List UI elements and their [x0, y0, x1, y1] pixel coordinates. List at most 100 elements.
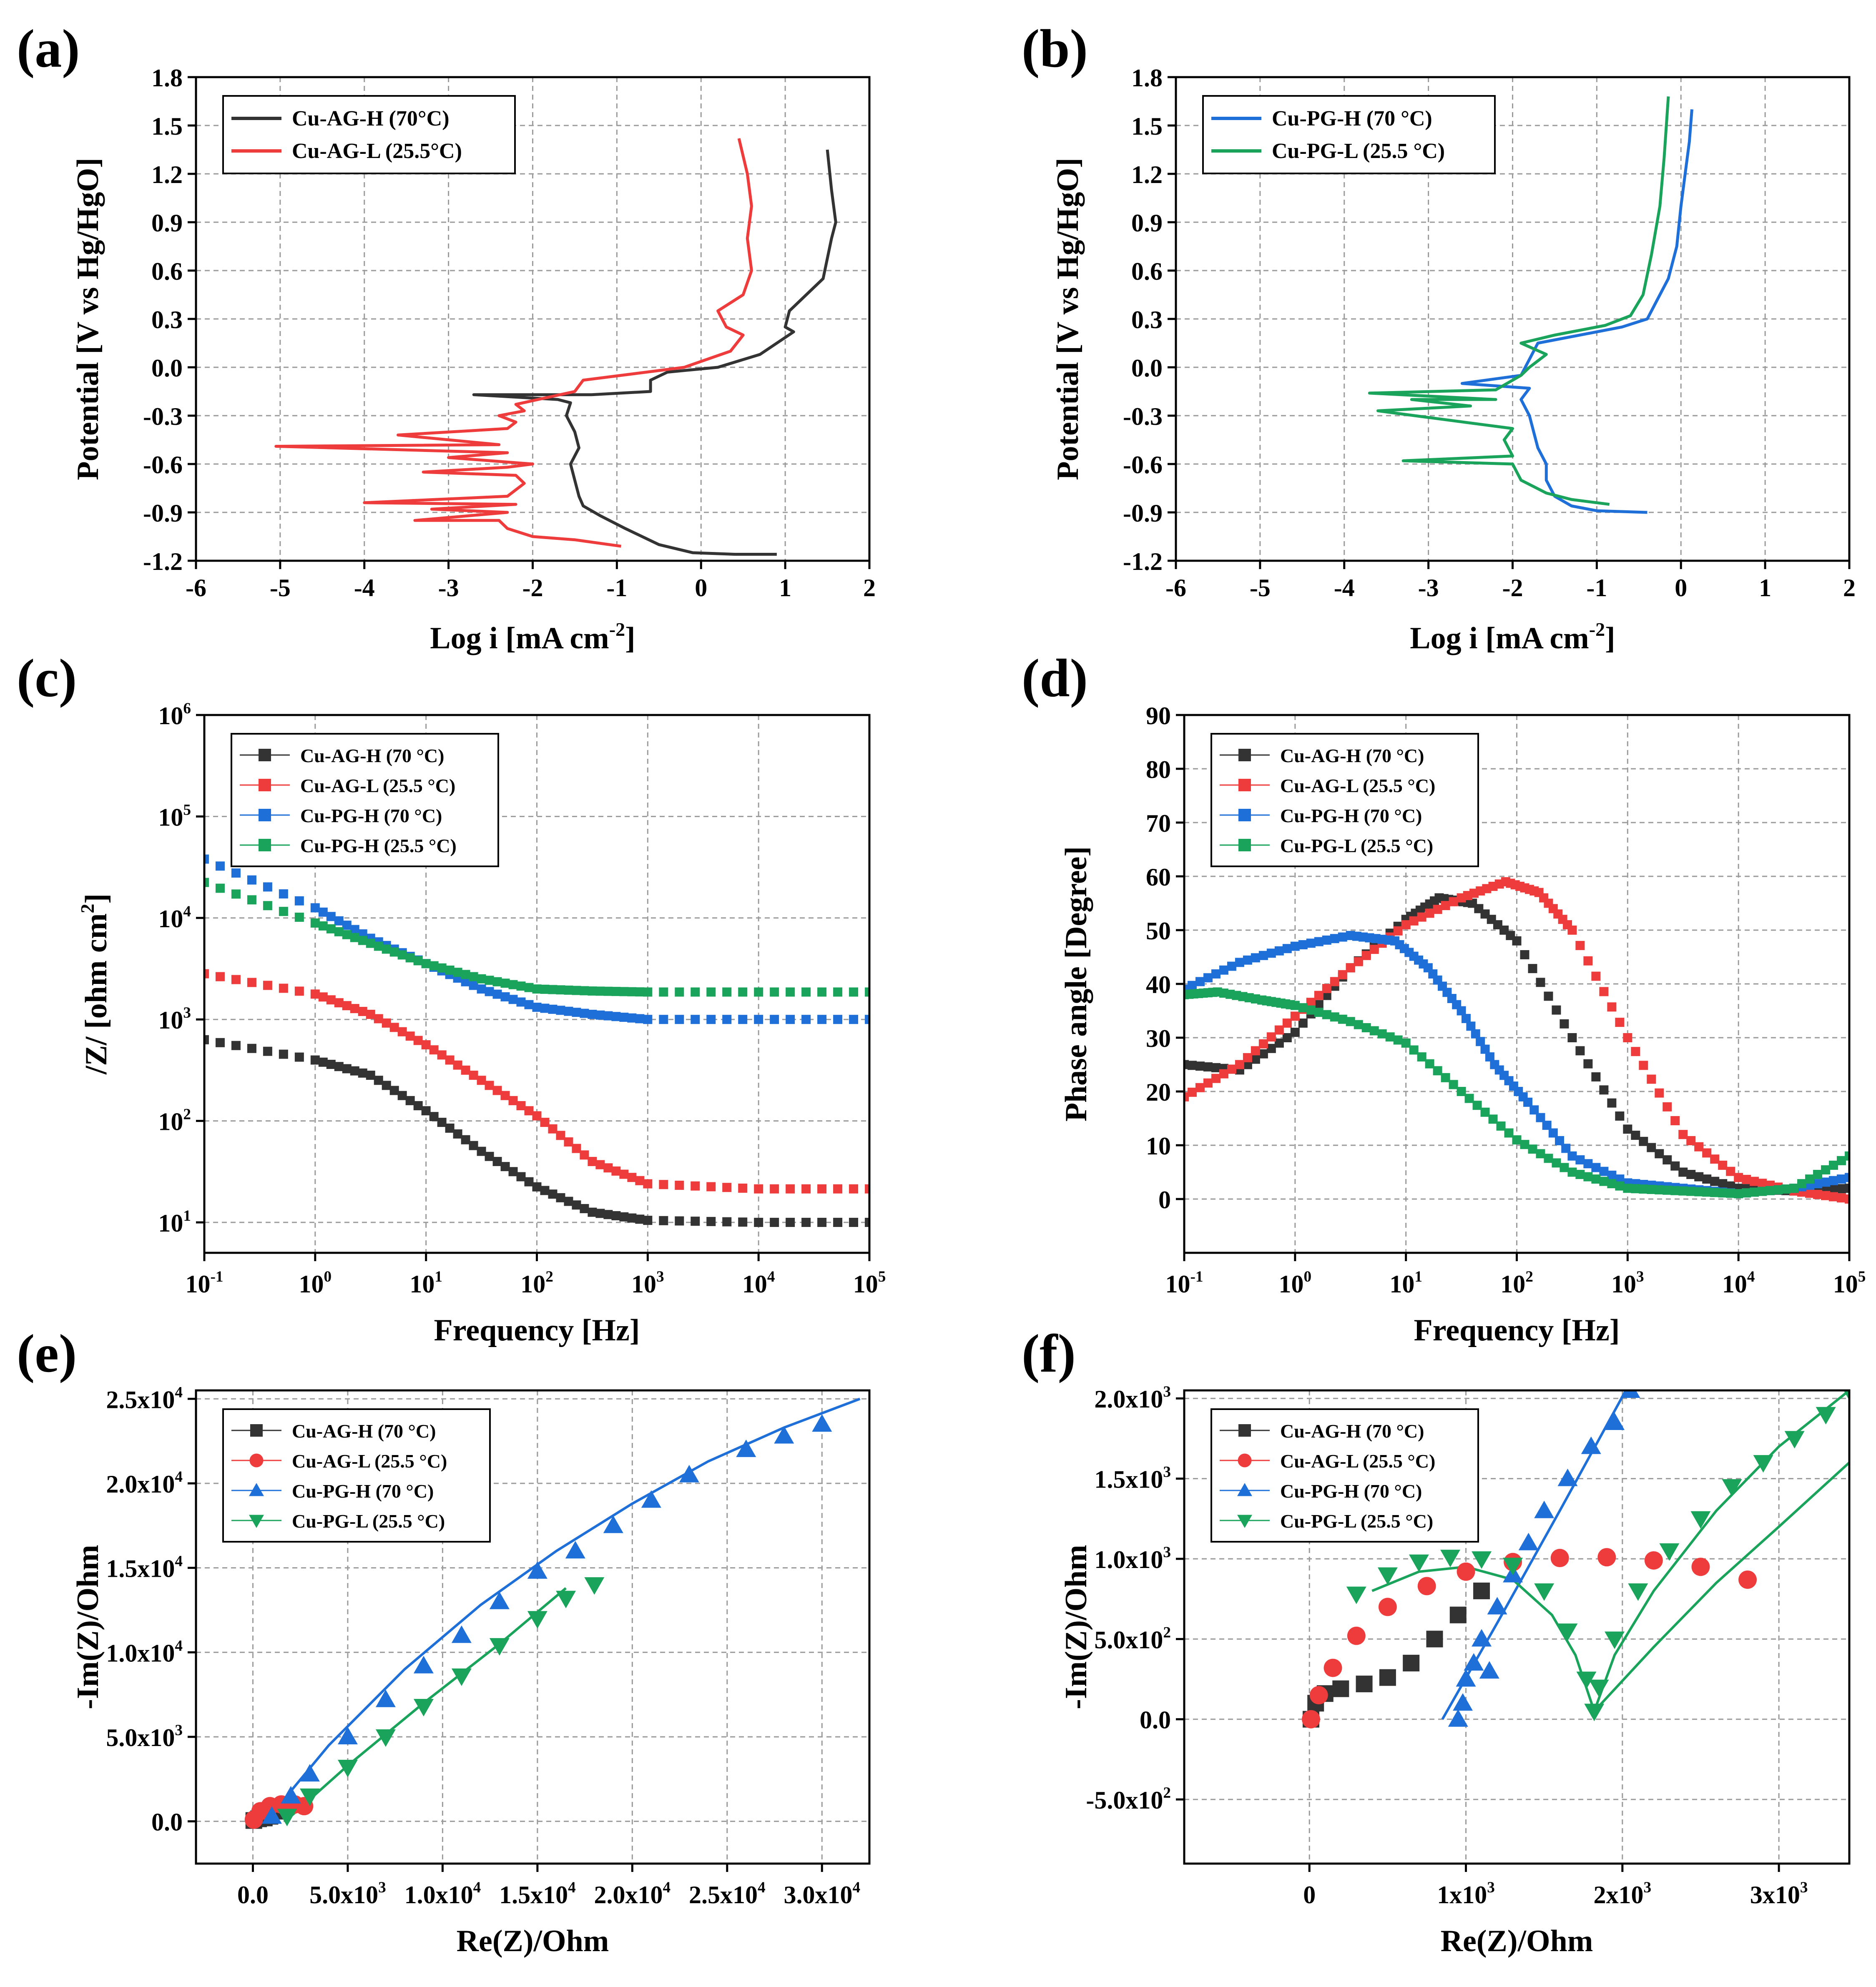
data-point [374, 941, 383, 951]
series-line-0 [472, 149, 837, 556]
x-axis-title-sup: -2 [609, 619, 625, 640]
data-point [1409, 1554, 1429, 1572]
y-tick-label: 40 [1146, 971, 1171, 999]
data-point [389, 1023, 399, 1032]
data-point [1203, 1078, 1213, 1088]
data-point [1472, 1101, 1482, 1110]
data-point [1567, 926, 1577, 935]
data-point [1663, 1185, 1672, 1195]
data-point [277, 1809, 297, 1826]
x-tick-label: 0 [1303, 1881, 1316, 1909]
fit-line-0 [269, 1397, 861, 1817]
ticks: -6 -5 -4 -3 -2 -1 0 1 2 -1.2 -0.9 -0.6 -0.3 0.0 0.3 0.6… [143, 64, 876, 602]
data-point [532, 1111, 542, 1121]
y-tick-base: 10 [158, 905, 183, 933]
data-point [1534, 1500, 1555, 1518]
x-tick-label: 102 [520, 1268, 553, 1298]
data-point [1670, 1186, 1680, 1195]
x-axis-title-text: Frequency [Hz] [1414, 1313, 1620, 1347]
data-point [774, 1426, 794, 1444]
data-point [1599, 987, 1609, 996]
x-tick-base: 10 [409, 1270, 434, 1298]
y-tick-exp: 3 [1163, 1464, 1171, 1481]
x-tick-base: 10 [1833, 1270, 1858, 1298]
data-point [294, 1052, 304, 1062]
data-point [548, 1004, 558, 1014]
data-point [1663, 1155, 1672, 1165]
x-axis-title-text: Log i [mA cm [430, 621, 609, 655]
y-tick-base: 1.0x10 [1094, 1546, 1163, 1573]
legend-marker [249, 1515, 264, 1528]
data-point [1631, 1184, 1640, 1194]
y-tick-label: 50 [1146, 917, 1171, 945]
data-point [565, 1541, 585, 1559]
data-point [389, 947, 399, 957]
data-point [770, 1217, 779, 1227]
data-point [413, 956, 423, 966]
data-point [833, 1184, 843, 1194]
data-point [1347, 1626, 1366, 1645]
data-point [635, 1014, 645, 1024]
x-tick-exp: 5 [1858, 1268, 1866, 1285]
data-point [1581, 1436, 1601, 1454]
data-layer [244, 1397, 861, 1829]
legend-marker [259, 809, 271, 821]
y-tick-label: 0.0 [151, 354, 183, 382]
data-point [524, 983, 534, 992]
data-point [1607, 1179, 1617, 1189]
y-tick-label: 30 [1146, 1025, 1171, 1052]
data-point [453, 1060, 462, 1070]
data-point [382, 944, 391, 954]
y-axis-title: /Z/ [ohm cm2] [77, 893, 113, 1075]
data-point [215, 1038, 225, 1047]
data-point [1448, 1709, 1468, 1727]
data-point [1544, 1154, 1553, 1163]
data-point [1385, 1032, 1395, 1042]
data-point [786, 1015, 795, 1024]
legend-label: Cu-PG-H (25.5 °C) [300, 835, 457, 856]
data-point [1290, 941, 1300, 951]
data-point [334, 998, 344, 1008]
x-tick-label: 103 [1611, 1268, 1644, 1298]
data-point [564, 1006, 573, 1016]
data-point [1599, 1177, 1609, 1186]
data-point [279, 983, 288, 993]
data-point [1322, 935, 1331, 945]
data-point [1726, 1189, 1735, 1198]
data-point [1710, 1188, 1720, 1197]
data-point [736, 1439, 756, 1457]
x-tick-label: 3.0x104 [784, 1879, 860, 1909]
data-point [1821, 1165, 1831, 1174]
data-point [485, 976, 494, 985]
data-point [1599, 1167, 1609, 1176]
data-point [1203, 1062, 1213, 1072]
data-point [310, 1055, 320, 1065]
data-point [279, 889, 288, 899]
data-point [619, 1012, 629, 1022]
data-point [865, 1015, 869, 1024]
data-point [1644, 1551, 1663, 1570]
data-point [461, 1065, 470, 1075]
data-point [1821, 1191, 1831, 1200]
x-tick-base: 1.5x10 [499, 1881, 568, 1909]
legend: Cu-AG-H (70 °C) Cu-AG-L (25.5 °C) Cu-PG-H … [1210, 1408, 1479, 1543]
y-axis-title-sup: 2 [77, 904, 98, 913]
data-point [603, 1515, 623, 1533]
data-point [1243, 1053, 1252, 1062]
data-point [489, 1638, 510, 1656]
data-point [231, 868, 241, 878]
x-tick-exp: 0 [1304, 1268, 1312, 1285]
legend-label: Cu-PG-L (25.5 °C) [1280, 835, 1433, 856]
y-tick-exp: 2 [1163, 1784, 1171, 1801]
data-point [1536, 1113, 1545, 1122]
data-point [445, 1123, 455, 1133]
x-tick-exp: 4 [758, 1879, 766, 1896]
x-tick-label: 0 [1675, 574, 1687, 602]
data-point [580, 1009, 589, 1018]
data-point [477, 974, 486, 983]
y-tick-base: 10 [158, 803, 183, 831]
data-point [1655, 1149, 1664, 1159]
data-point [1433, 1066, 1442, 1076]
x-tick-base: 3x10 [1750, 1881, 1800, 1909]
